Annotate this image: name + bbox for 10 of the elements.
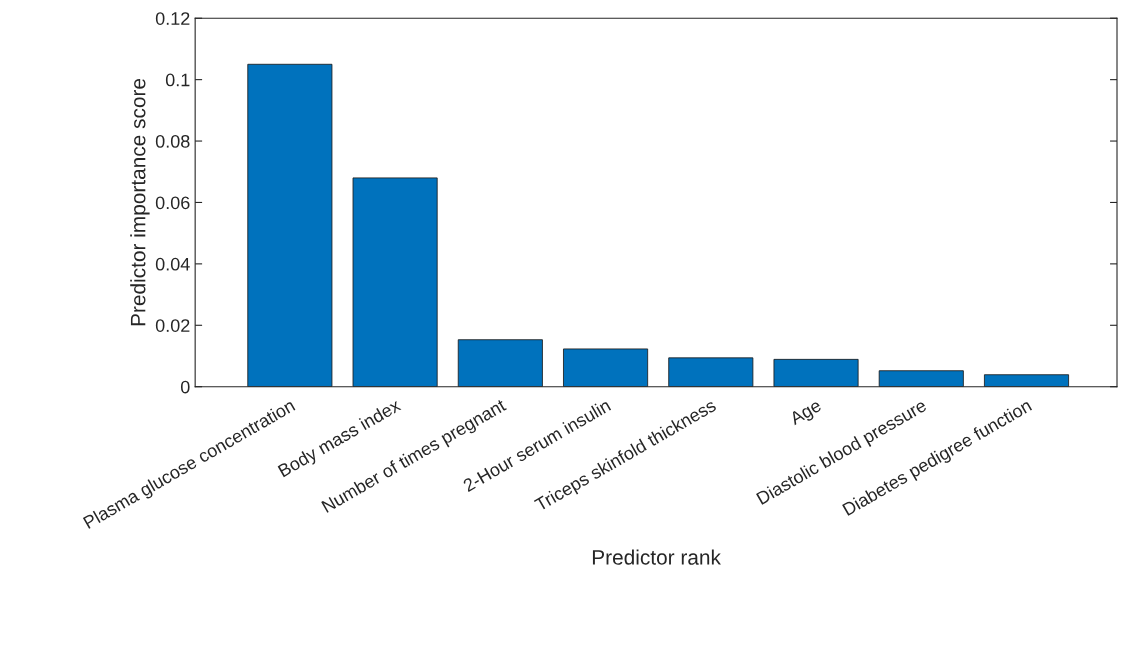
y-tick-label: 0.02 [155, 319, 190, 332]
x-tick-label: Age [788, 398, 824, 429]
y-tick-label: 0.08 [155, 134, 190, 148]
y-tick-label: 0.1 [165, 73, 190, 87]
y-tick-label: 0.12 [155, 12, 190, 25]
y-tick-label: 0 [180, 380, 190, 394]
y-axis-title: Predictor importance score [130, 78, 150, 326]
y-tick-label: 0.06 [155, 196, 190, 210]
x-axis-title: Predictor rank [592, 549, 721, 565]
y-tick-label: 0.04 [155, 257, 190, 271]
